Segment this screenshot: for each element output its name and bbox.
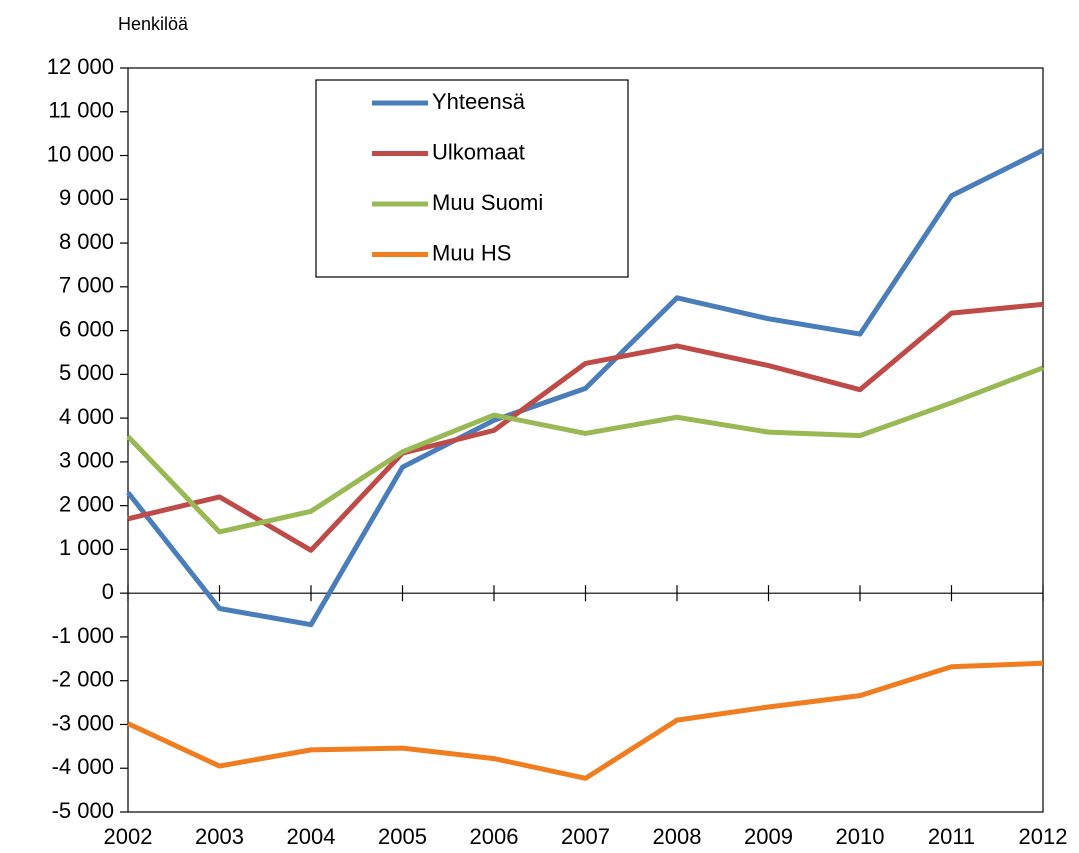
series-line [126,365,1044,535]
x-tick-label: 2009 [744,824,793,849]
legend-label: Ulkomaat [432,139,525,164]
x-tick-label: 2005 [378,824,427,849]
y-tick-label: 6 000 [59,316,114,341]
y-tick-label: 0 [102,579,114,604]
y-tick-label: 9 000 [59,185,114,210]
legend-label: Muu HS [432,240,511,265]
x-tick-label: 2011 [928,824,975,849]
legend-box [315,79,629,278]
y-tick-label: 2 000 [59,491,114,516]
y-tick-label: -5 000 [52,798,114,823]
series-line [126,148,1045,628]
x-tick-label: 2007 [561,824,610,849]
series-line [127,301,1044,553]
x-tick-label: 2010 [836,824,885,849]
y-tick-label: 5 000 [59,360,114,385]
y-tick-label: -2 000 [52,667,114,692]
y-tick-label: 7 000 [59,273,114,298]
y-tick-label: -3 000 [52,710,114,735]
x-tick-label: 2002 [104,824,153,849]
y-tick-label: 4 000 [59,404,114,429]
x-tick-label: 2003 [195,824,244,849]
y-tick-label: 11 000 [48,98,114,123]
legend-label: Muu Suomi [432,190,543,215]
y-tick-label: 10 000 [47,141,114,166]
series-line [126,660,1044,781]
y-tick-label: 12 000 [47,54,114,79]
x-tick-label: 2008 [653,824,702,849]
y-tick-label: 1 000 [59,535,114,560]
y-tick-label: -4 000 [52,754,114,779]
y-tick-label: 8 000 [59,229,114,254]
x-tick-label: 2006 [470,824,519,849]
y-axis-label: Henkilöä [118,14,189,34]
legend-label: Yhteensä [432,89,526,114]
x-tick-label: 2012 [1019,824,1068,849]
y-tick-label: -1 000 [52,623,114,648]
x-tick-label: 2004 [287,824,336,849]
y-tick-label: 3 000 [59,448,114,473]
